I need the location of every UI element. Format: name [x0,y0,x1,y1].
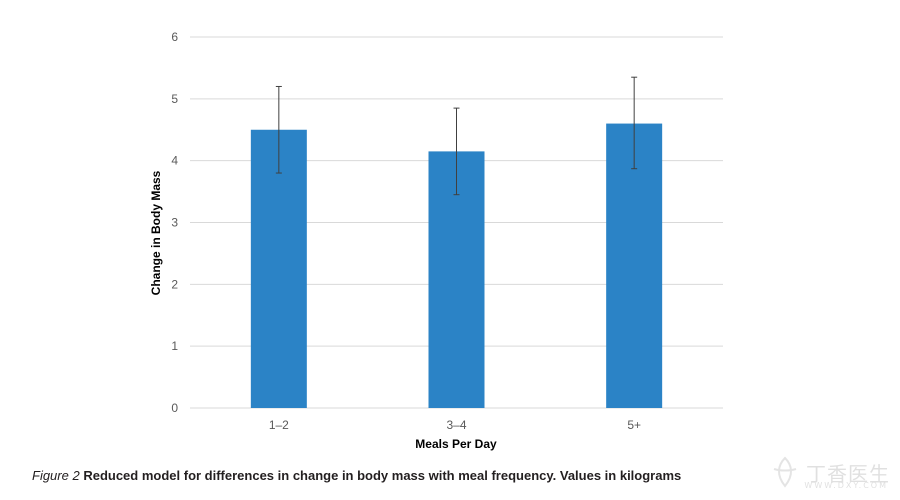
y-tick-label: 1 [171,339,178,353]
error-bars [275,76,638,196]
watermark-logo-icon [773,456,797,488]
watermark-subtext: WWW.DXY.COM [804,481,888,490]
y-tick-label: 2 [171,277,178,291]
error-bar [453,107,460,196]
y-tick-label: 0 [171,401,178,415]
y-tick-label: 3 [171,216,178,230]
figure-caption-text: Reduced model for differences in change … [83,468,682,483]
watermark-text: 丁香医生 [806,461,890,486]
bar [250,129,307,408]
x-axis-ticks: 1–2 3–4 5+ [269,418,641,432]
bar [606,123,663,409]
figure-caption: Figure 2 Reduced model for differences i… [32,468,681,483]
y-tick-label: 4 [171,154,178,168]
x-tick-label: 5+ [627,418,641,432]
watermark: 丁香医生 WWW.DXY.COM [768,455,890,490]
x-axis-title: Meals Per Day [415,437,497,451]
x-tick-label: 3–4 [446,418,466,432]
y-axis-ticks: 0 1 2 3 4 5 6 [171,30,178,415]
error-bar [275,85,282,174]
bar-chart: 0 1 2 3 4 5 6 1–2 3–4 5+ Meals Per Day Change in… [149,30,723,451]
figure-label: Figure 2 [32,468,80,483]
x-tick-label: 1–2 [269,418,289,432]
error-bar [631,76,638,170]
y-tick-label: 6 [171,30,178,44]
y-axis-title: Change in Body Mass [149,170,163,295]
y-tick-label: 5 [171,92,178,106]
